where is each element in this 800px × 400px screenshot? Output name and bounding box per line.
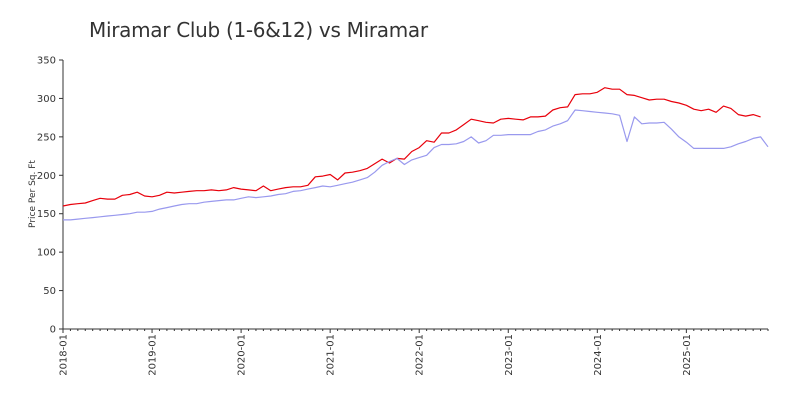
y-tick-label: 250 bbox=[37, 132, 56, 143]
y-tick-label: 200 bbox=[37, 171, 56, 182]
y-tick-label: 350 bbox=[37, 56, 56, 67]
y-axis-label: Price Per Sq. Ft bbox=[28, 160, 38, 228]
x-tick-label: 2021-01 bbox=[326, 334, 337, 376]
x-tick-label: 2019-01 bbox=[148, 334, 159, 376]
y-tick-label: 0 bbox=[50, 325, 56, 336]
x-tick-label: 2018-01 bbox=[59, 334, 70, 376]
y-tick-label: 100 bbox=[37, 248, 56, 259]
x-tick-label: 2025-01 bbox=[682, 334, 693, 376]
y-tick-label: 300 bbox=[37, 94, 56, 105]
x-tick-label: 2024-01 bbox=[593, 334, 604, 376]
x-tick-label: 2023-01 bbox=[504, 334, 515, 376]
x-tick-label: 2020-01 bbox=[237, 334, 248, 376]
axes: 0 50 100 150 200 250 300 350 2018-01 2019-01 2020-… bbox=[37, 56, 769, 376]
series-layer bbox=[62, 87, 769, 221]
series-line-1 bbox=[62, 87, 761, 207]
x-tick-label: 2022-01 bbox=[415, 334, 426, 376]
series-line-2 bbox=[63, 109, 769, 221]
chart-title: Miramar Club (1-6&12) vs Miramar bbox=[89, 18, 428, 42]
y-tick-label: 50 bbox=[43, 286, 56, 297]
y-tick-label: 150 bbox=[37, 209, 56, 220]
